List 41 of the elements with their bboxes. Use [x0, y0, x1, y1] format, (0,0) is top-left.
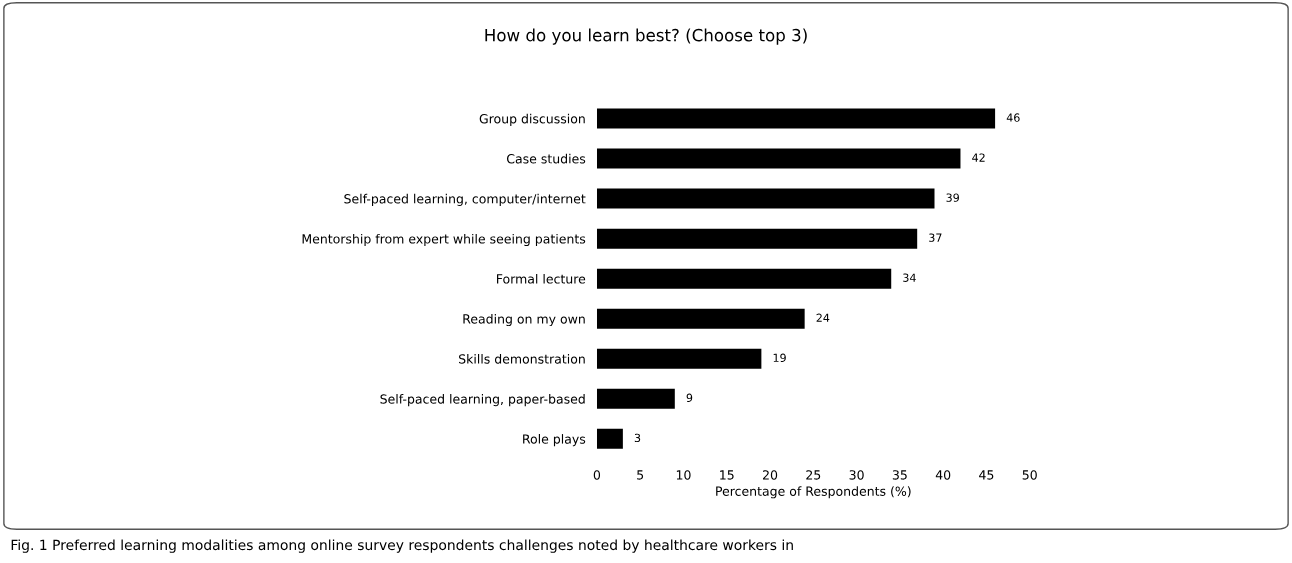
- x-axis-title: Percentage of Respondents (%): [716, 486, 911, 499]
- y-tick-label: Group discussion: [479, 113, 585, 126]
- x-tick-label: 0: [593, 470, 601, 480]
- bar: [596, 348, 762, 369]
- data-label: 24: [816, 313, 830, 322]
- data-label: 3: [634, 433, 641, 443]
- caption: Fig. 1 Preferred learning modalities among online survey respondents challenges noted by healthcare workers in: [11, 539, 793, 553]
- bar: [596, 108, 996, 129]
- y-tick-label: Mentorship from expert while seeing patients: [302, 233, 586, 246]
- x-tick-label: 30: [849, 470, 864, 480]
- x-tick-label: 10: [676, 470, 691, 480]
- x-tick-label: 20: [762, 470, 778, 480]
- data-label: 19: [773, 353, 786, 362]
- data-label: 46: [1006, 113, 1020, 122]
- y-tick-label: Self-paced learning, computer/internet: [344, 193, 586, 206]
- x-tick-label: 25: [806, 470, 821, 480]
- bar: [596, 308, 805, 329]
- data-label: 37: [929, 233, 942, 242]
- x-tick-label: 35: [892, 470, 907, 480]
- y-tick-label: Self-paced learning, paper-based: [380, 394, 585, 407]
- y-tick-label: Formal lecture: [497, 273, 586, 284]
- data-label: 39: [946, 193, 959, 202]
- x-tick-label: 5: [637, 470, 644, 480]
- x-tick-label: 50: [1022, 470, 1037, 480]
- bar: [596, 388, 675, 409]
- data-label: 42: [972, 153, 985, 162]
- y-tick-label: Case studies: [506, 153, 586, 164]
- y-tick-label: Skills demonstration: [459, 354, 585, 364]
- x-tick-label: 40: [935, 470, 951, 480]
- bar: [596, 148, 961, 169]
- x-tick-label: 15: [720, 470, 734, 480]
- x-tick-label: 45: [979, 470, 994, 480]
- bar: [596, 428, 623, 449]
- data-label: 9: [686, 393, 693, 403]
- chart-title: How do you learn best? (Choose top 3): [485, 28, 807, 45]
- y-tick-label: Reading on my own: [463, 313, 585, 327]
- bar: [596, 268, 892, 289]
- y-tick-label: Role plays: [523, 434, 586, 447]
- data-label: 34: [903, 273, 916, 282]
- bar: [596, 188, 935, 209]
- bar: [596, 228, 918, 249]
